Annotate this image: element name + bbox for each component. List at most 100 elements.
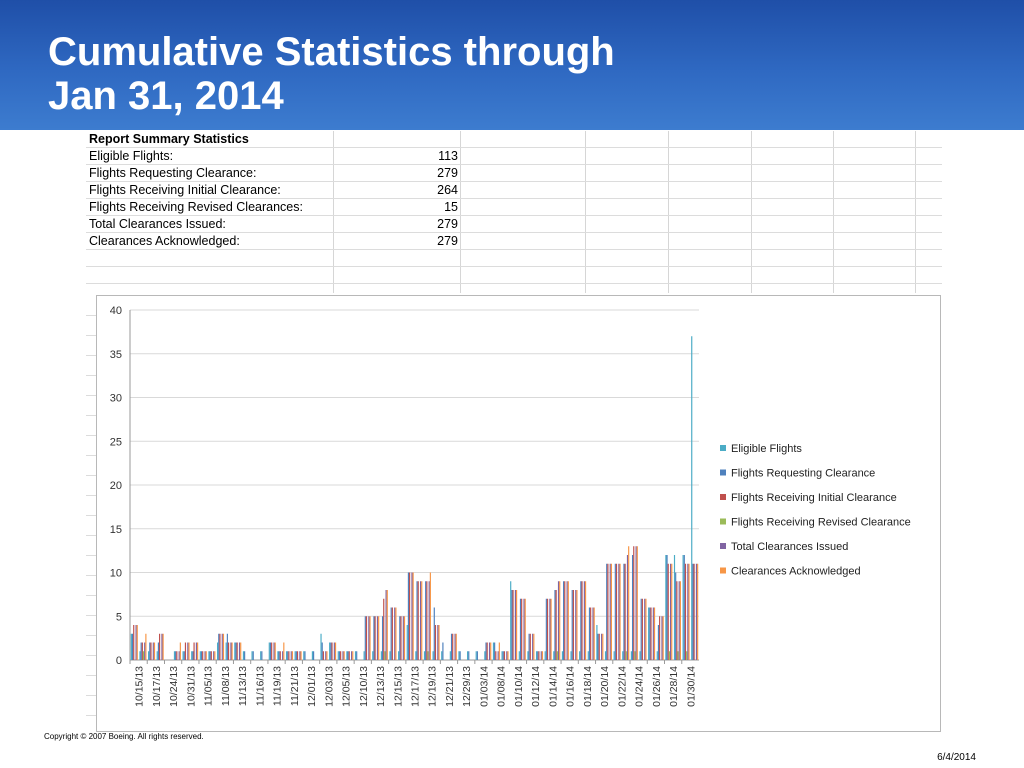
bar: [131, 633, 134, 660]
bar: [226, 633, 228, 660]
bar: [613, 651, 615, 660]
summary-row-label: Flights Receiving Revised Clearances:: [89, 200, 303, 214]
sheet-row-line: [86, 455, 96, 456]
bar: [527, 651, 529, 660]
summary-row-label: Flights Receiving Initial Clearance:: [89, 183, 281, 197]
bar: [546, 598, 549, 660]
bar: [488, 642, 491, 660]
sheet-row-line: [86, 435, 96, 436]
bar: [356, 651, 358, 660]
bar: [607, 563, 609, 660]
bar: [514, 590, 517, 660]
x-tick-label: 01/14/14: [547, 666, 559, 707]
bar: [640, 598, 642, 660]
bar: [645, 598, 647, 660]
bar: [618, 563, 620, 660]
bar: [202, 651, 204, 660]
slide-title: Cumulative Statistics through Jan 31, 20…: [48, 30, 615, 118]
bar: [697, 563, 699, 660]
bar: [213, 651, 215, 660]
bar: [274, 642, 276, 660]
bar: [687, 563, 689, 660]
sheet-row-line: [86, 164, 942, 165]
sheet-row-line: [86, 595, 96, 596]
bar: [369, 616, 371, 660]
bar: [235, 642, 237, 660]
bar: [567, 581, 569, 660]
bar: [385, 590, 387, 660]
sheet-row-line: [86, 215, 942, 216]
bar: [320, 633, 322, 660]
bar: [596, 625, 598, 660]
bar: [492, 642, 495, 660]
bar: [649, 607, 651, 660]
bar: [688, 563, 690, 660]
bar: [130, 633, 132, 660]
bar: [511, 590, 513, 660]
bar: [363, 651, 365, 660]
x-tick-label: 12/17/13: [410, 666, 422, 707]
bar: [581, 581, 583, 660]
bar: [334, 642, 337, 660]
bar: [216, 642, 219, 660]
bar: [277, 651, 279, 660]
bar: [389, 651, 391, 660]
x-tick-label: 12/15/13: [392, 666, 404, 707]
bar: [261, 651, 263, 660]
y-tick-label: 25: [110, 436, 122, 448]
bar: [221, 633, 223, 660]
bar: [294, 651, 296, 660]
bar: [615, 563, 618, 660]
bar: [179, 642, 181, 660]
x-tick-label: 01/16/14: [565, 666, 577, 707]
bar: [227, 642, 230, 660]
bar: [650, 607, 652, 660]
bar: [365, 616, 368, 660]
bar: [208, 651, 210, 660]
bar: [695, 563, 698, 660]
bar: [204, 651, 206, 660]
bar: [240, 642, 242, 660]
bar: [659, 616, 661, 660]
bar: [590, 607, 592, 660]
sheet-row-line: [86, 147, 942, 148]
bar: [135, 625, 137, 660]
bar: [260, 651, 262, 660]
clearance-chart: 0 5 10 15 20 25 30 35 40 10/15/13 10/17/13 10/24/13…: [96, 295, 941, 732]
bar: [537, 651, 539, 660]
bar: [173, 651, 176, 660]
bar: [648, 607, 650, 660]
bar: [346, 651, 348, 660]
bar: [303, 651, 305, 660]
bar: [622, 651, 624, 660]
sheet-col-line: [751, 131, 752, 293]
legend-label: Eligible Flights: [731, 443, 802, 455]
bar: [398, 651, 400, 660]
sheet-row-line: [86, 198, 942, 199]
bar: [541, 651, 544, 660]
title-banner: [0, 0, 1024, 130]
summary-row-label: Clearances Acknowledged:: [89, 234, 240, 248]
bar: [417, 581, 419, 660]
bar: [368, 616, 370, 660]
x-tick-label: 12/01/13: [306, 666, 318, 707]
bar: [644, 598, 646, 660]
bar: [296, 651, 299, 660]
bar: [667, 563, 669, 660]
bar: [403, 616, 406, 660]
y-tick-label: 10: [110, 568, 122, 580]
bar: [429, 572, 431, 660]
x-tick-label: 12/21/13: [444, 666, 456, 707]
bar: [282, 651, 284, 660]
x-tick-label: 01/24/14: [634, 666, 646, 707]
bar: [606, 563, 608, 660]
bar: [330, 642, 332, 660]
sheet-row-line: [86, 415, 96, 416]
bar: [373, 616, 375, 660]
sheet-row-line: [86, 335, 96, 336]
bar: [139, 651, 141, 660]
bar: [506, 651, 508, 660]
bar: [406, 625, 408, 660]
bar: [614, 563, 616, 660]
bar: [631, 555, 634, 660]
